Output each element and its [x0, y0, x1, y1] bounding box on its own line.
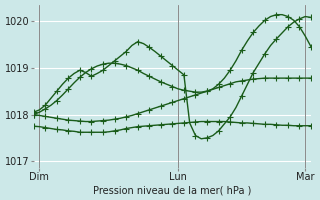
X-axis label: Pression niveau de la mer( hPa ): Pression niveau de la mer( hPa ) [93, 185, 252, 195]
